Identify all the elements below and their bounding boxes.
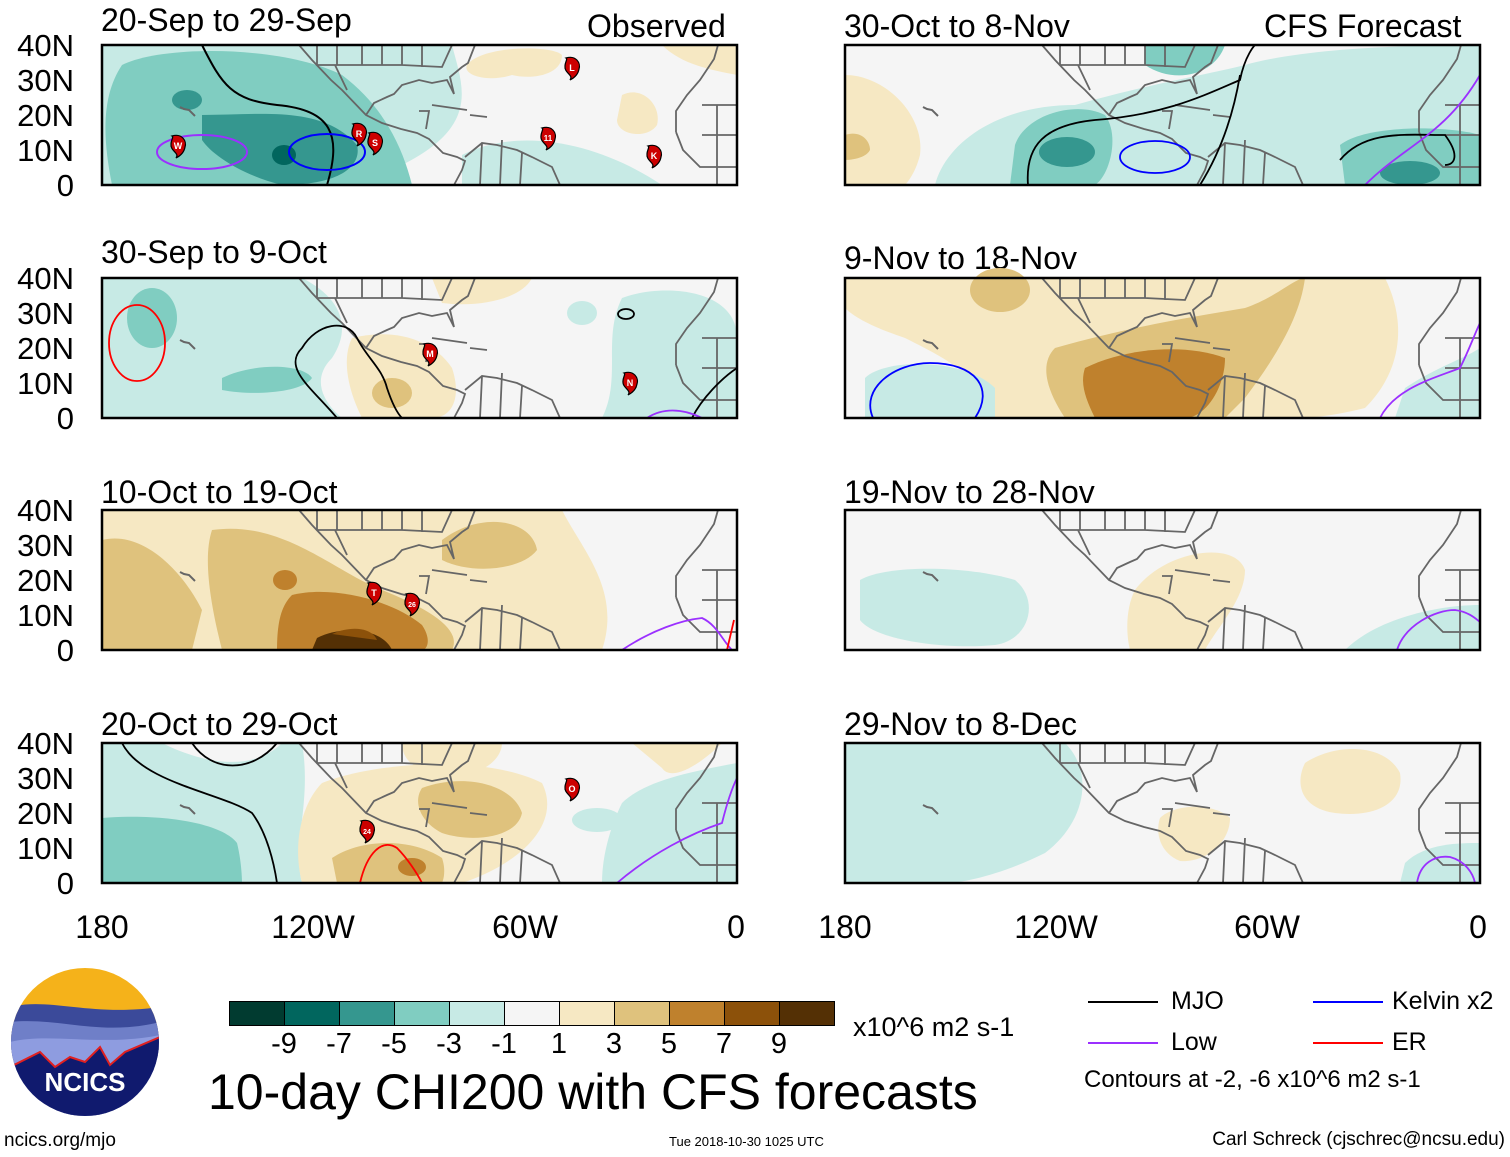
map-svg	[843, 43, 1482, 187]
panel-title: 29-Nov to 8-Dec	[844, 706, 1077, 742]
contours-note: Contours at -2, -6 x10^6 m2 s-1	[1084, 1066, 1421, 1093]
map-panel-2: M N	[100, 276, 739, 420]
svg-text:26: 26	[408, 602, 416, 609]
url-text[interactable]: ncics.org/mjo	[4, 1130, 116, 1151]
storm-marker: 24	[359, 819, 376, 844]
colorbar-swatch	[340, 1002, 395, 1025]
storm-marker: T	[366, 581, 383, 606]
legend-line-low	[1088, 1042, 1158, 1044]
legend-label-kelvin: Kelvin x2	[1392, 987, 1494, 1015]
panel-title: 10-Oct to 19-Oct	[101, 474, 338, 510]
map-svg: 24 O	[100, 741, 739, 885]
colorbar-swatch	[450, 1002, 505, 1025]
map-panel-7	[843, 508, 1482, 652]
colorbar-swatch	[725, 1002, 780, 1025]
panel-title: 19-Nov to 28-Nov	[844, 474, 1095, 510]
legend-label-er: ER	[1392, 1028, 1427, 1056]
svg-text:K: K	[651, 151, 658, 161]
storm-marker: O	[564, 777, 581, 802]
colorbar-swatch	[560, 1002, 615, 1025]
panel-title: 20-Sep to 29-Sep	[101, 2, 352, 38]
svg-text:N: N	[627, 378, 634, 388]
storm-marker: R	[351, 122, 368, 147]
svg-text:24: 24	[363, 829, 371, 836]
legend-label-low: Low	[1171, 1028, 1217, 1056]
colorbar-swatch	[230, 1002, 285, 1025]
map-panel-4: 24 O	[100, 741, 739, 885]
legend-line-kelvin	[1313, 1001, 1383, 1003]
svg-text:L: L	[569, 63, 575, 73]
svg-text:M: M	[426, 349, 434, 359]
map-svg: T 26	[100, 508, 739, 652]
svg-text:NCICS: NCICS	[45, 1067, 126, 1097]
map-svg: W R S L 11 K	[100, 43, 739, 187]
map-svg	[843, 268, 1482, 420]
colorbar-units: x10^6 m2 s-1	[853, 1012, 1015, 1042]
author-credit: Carl Schreck (cjschrec@ncsu.edu)	[1212, 1129, 1505, 1150]
timestamp: Tue 2018-10-30 1025 UTC	[669, 1134, 824, 1149]
svg-text:T: T	[371, 588, 377, 598]
header-observed: Observed	[587, 8, 726, 44]
colorbar-swatch	[505, 1002, 560, 1025]
svg-text:S: S	[372, 138, 378, 148]
panel-title: 30-Sep to 9-Oct	[101, 234, 327, 270]
map-panel-5	[843, 43, 1482, 187]
svg-text:W: W	[174, 141, 183, 151]
map-panel-6	[843, 268, 1482, 420]
map-panel-3: T 26	[100, 508, 739, 652]
colorbar-swatch	[615, 1002, 670, 1025]
colorbar-swatch	[285, 1002, 340, 1025]
legend-label-mjo: MJO	[1171, 987, 1224, 1015]
svg-text:O: O	[568, 784, 575, 794]
figure-title: 10-day CHI200 with CFS forecasts	[208, 1064, 978, 1120]
map-svg	[843, 741, 1482, 885]
storm-marker: 26	[404, 592, 421, 617]
storm-marker: W	[170, 134, 187, 159]
panel-title: 30-Oct to 8-Nov	[844, 8, 1070, 44]
legend-line-mjo	[1088, 1001, 1158, 1003]
map-panel-1: W R S L 11 K	[100, 43, 739, 187]
map-svg: M N	[100, 276, 739, 420]
map-svg	[843, 508, 1482, 652]
svg-text:11: 11	[544, 134, 553, 143]
storm-marker: K	[646, 144, 663, 169]
storm-marker: 11	[540, 126, 557, 151]
storm-marker: S	[367, 131, 384, 156]
map-panel-8	[843, 741, 1482, 885]
panel-title: 9-Nov to 18-Nov	[844, 240, 1077, 276]
storm-marker: L	[564, 56, 581, 81]
colorbar-swatch	[780, 1002, 834, 1025]
colorbar-swatch	[670, 1002, 725, 1025]
header-forecast: CFS Forecast	[1264, 8, 1462, 44]
panel-title: 20-Oct to 29-Oct	[101, 706, 338, 742]
svg-text:R: R	[356, 129, 363, 139]
colorbar	[229, 1001, 835, 1026]
storm-marker: N	[622, 371, 639, 396]
storm-marker: M	[422, 342, 439, 367]
legend-line-er	[1313, 1042, 1383, 1044]
ncics-logo: NCICS	[10, 967, 160, 1117]
colorbar-swatch	[395, 1002, 450, 1025]
